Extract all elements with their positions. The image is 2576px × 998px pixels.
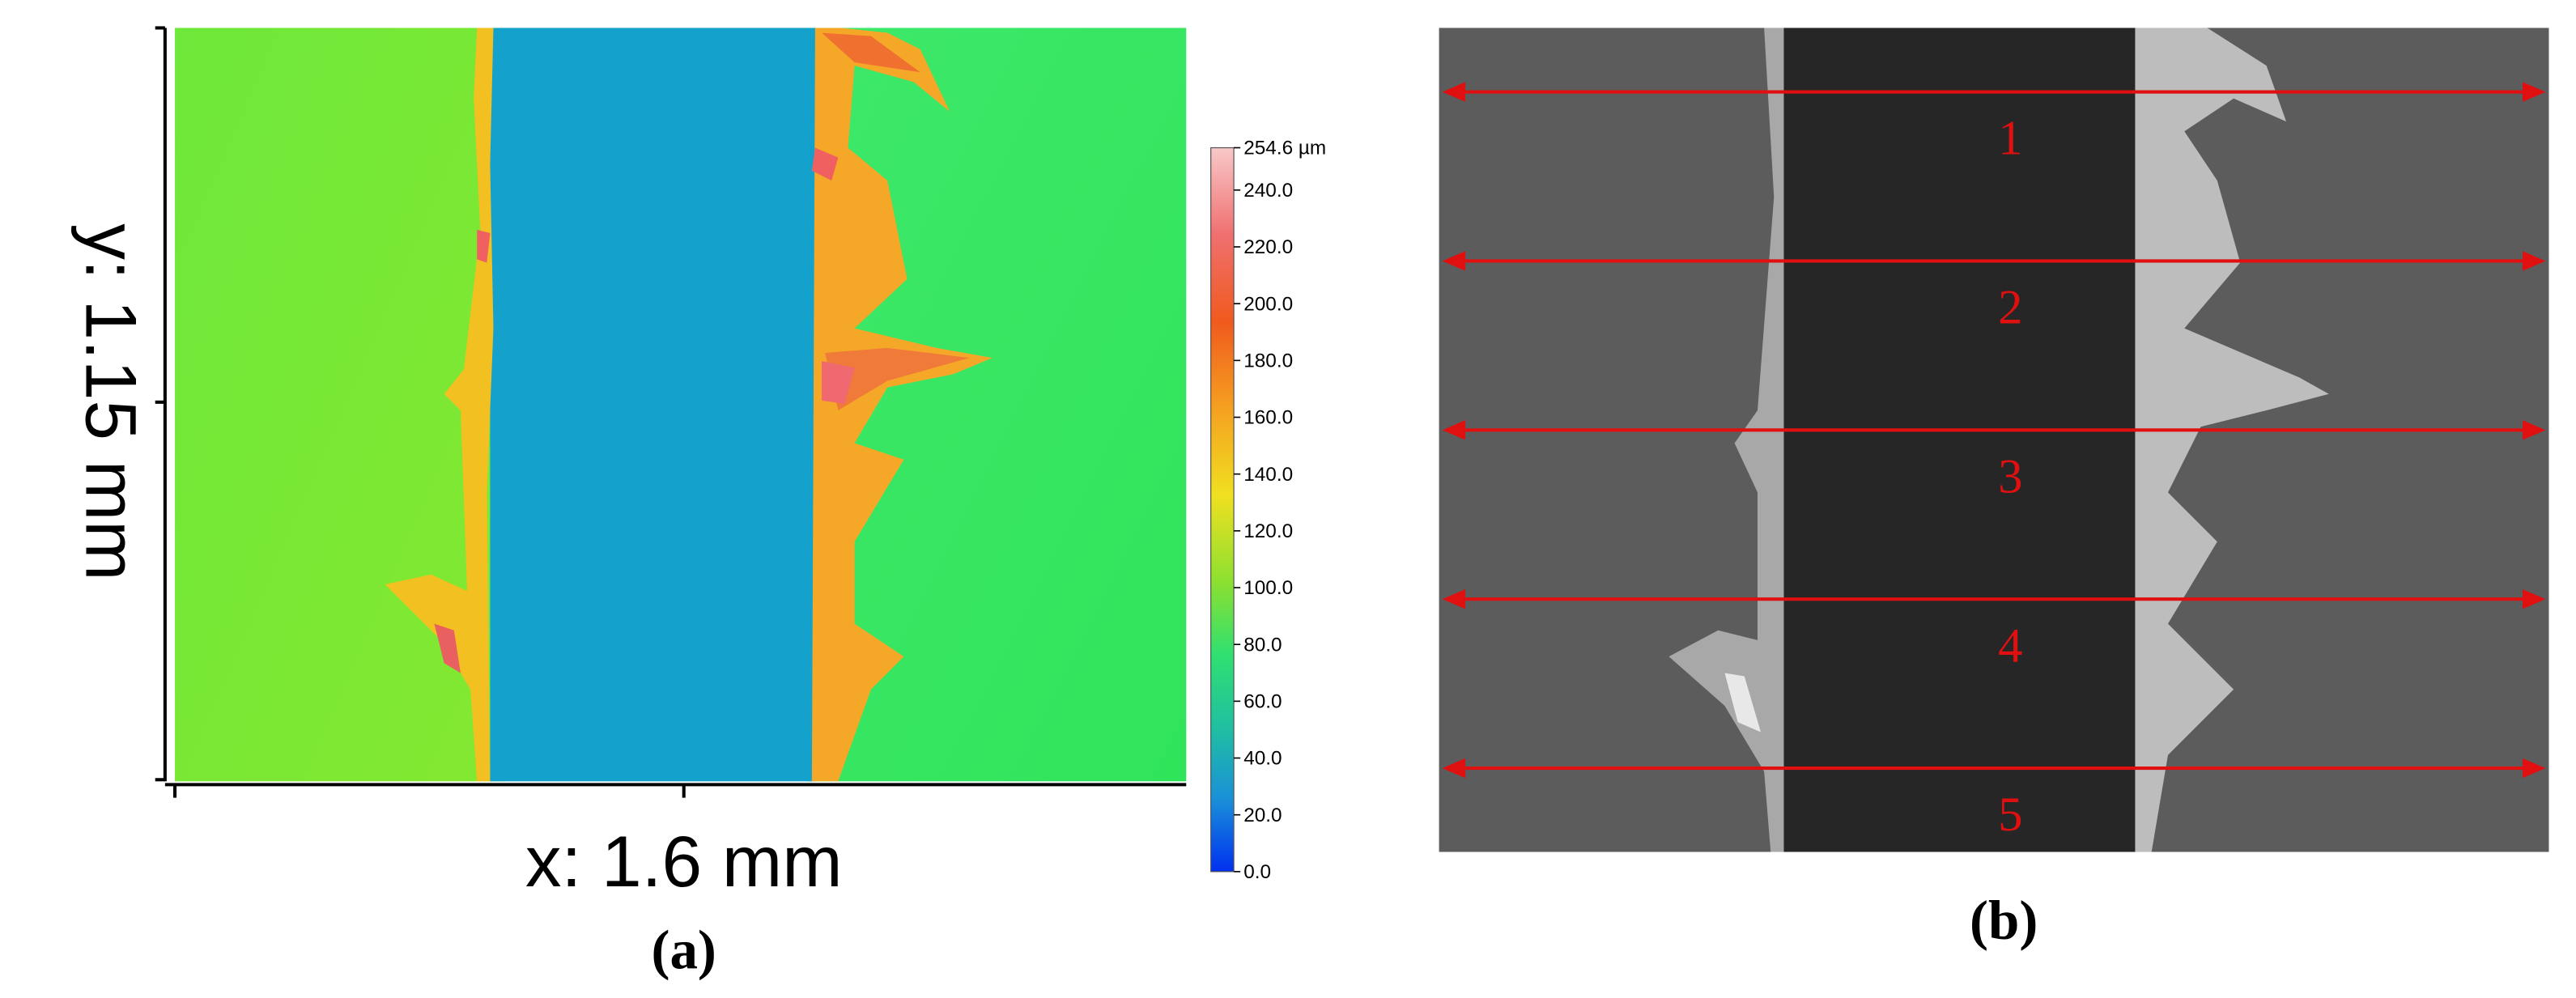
colorbar-label: 100.0 bbox=[1243, 577, 1293, 599]
colorbar-label: 20.0 bbox=[1243, 805, 1282, 826]
arrow-head bbox=[2523, 589, 2546, 609]
colorbar-label: 180.0 bbox=[1243, 350, 1293, 372]
caption-b: (b) bbox=[1970, 890, 2038, 951]
colorbar-label: 80.0 bbox=[1243, 634, 1282, 656]
colorbar-label: 240.0 bbox=[1243, 180, 1293, 202]
arrow-head bbox=[2523, 251, 2546, 271]
arrow-head bbox=[1442, 251, 1466, 271]
colorbar-label: 40.0 bbox=[1243, 748, 1282, 770]
arrow-head bbox=[2523, 420, 2546, 440]
colorbar-label: 220.0 bbox=[1243, 236, 1293, 258]
arrow-head bbox=[1442, 589, 1466, 609]
colorbar-label: 60.0 bbox=[1243, 690, 1282, 712]
line-label: 2 bbox=[1998, 281, 2022, 335]
colorbar-label: 160.0 bbox=[1243, 407, 1293, 429]
arrow-head bbox=[1442, 420, 1466, 440]
height-map bbox=[175, 28, 1187, 782]
colorbar-label: 140.0 bbox=[1243, 464, 1293, 486]
colorbar-label: 120.0 bbox=[1243, 520, 1293, 542]
line-label: 3 bbox=[1998, 449, 2022, 503]
grayscale-map bbox=[1439, 28, 2549, 852]
arrow-head bbox=[2523, 758, 2546, 779]
arrow-head bbox=[1442, 758, 1466, 779]
x-label: x: 1.6 mm bbox=[525, 821, 843, 902]
y-label: y: 1.15 mm bbox=[71, 223, 152, 580]
colorbar-label: 200.0 bbox=[1243, 293, 1293, 315]
line-label: 1 bbox=[1998, 112, 2022, 166]
axis-ticks bbox=[155, 26, 686, 798]
colorbar-label: 0.0 bbox=[1243, 861, 1271, 883]
arrows: 1 2 3 4 5 bbox=[1442, 82, 2546, 842]
arrow-head bbox=[2523, 82, 2546, 102]
arrow-head bbox=[1442, 82, 1466, 102]
colorbar-labels: 254.6 µm 240.0 220.0 200.0 180.0 160.0 140.0 12… bbox=[1234, 138, 1326, 883]
caption-a: (a) bbox=[652, 919, 716, 980]
line-label: 5 bbox=[1998, 788, 2022, 842]
colorbar-label: 254.6 µm bbox=[1243, 138, 1326, 159]
colorbar bbox=[1210, 147, 1235, 873]
line-label: 4 bbox=[1998, 618, 2022, 673]
